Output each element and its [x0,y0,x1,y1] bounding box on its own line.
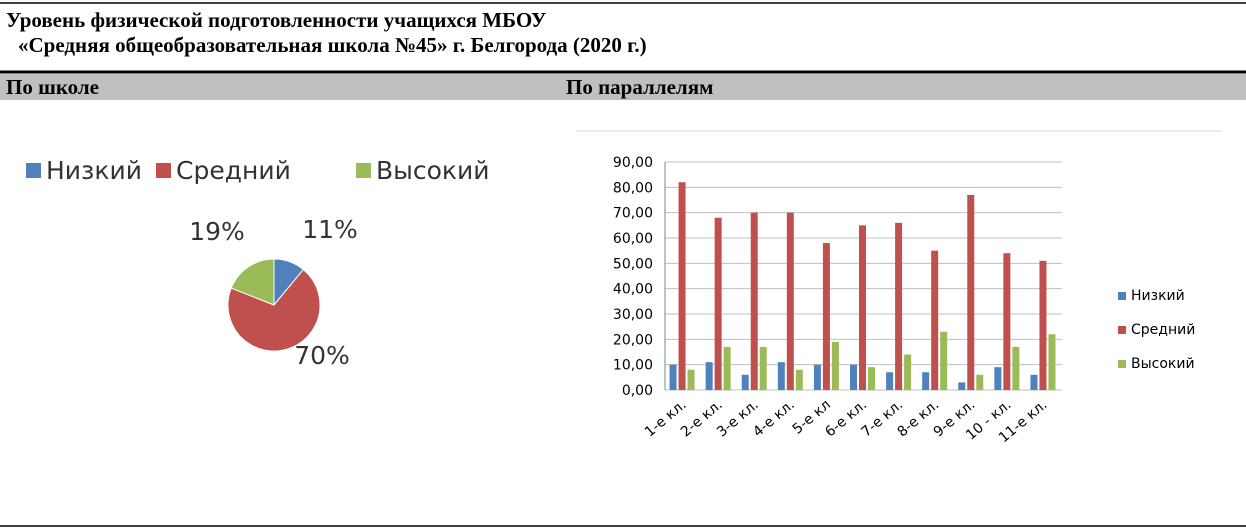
bar [895,222,903,390]
bar [759,346,767,390]
bar [1030,374,1038,390]
pie-slice [227,268,321,352]
bar [967,194,975,390]
legend-label: Высокий [376,156,490,185]
bar [1048,334,1056,390]
bar [750,212,758,390]
legend-label: Низкий [46,156,142,185]
data-label: 19% [189,217,245,246]
data-label: 11% [302,215,358,244]
bar [831,341,839,390]
y-tick-label: 90,00 [613,155,653,171]
y-tick-label: 20,00 [613,332,653,348]
bar [958,382,966,390]
title-line: «Средняя общеобразовательная школа №45» … [18,33,647,57]
data-label: 70% [294,341,350,370]
bar [886,372,894,390]
bar [705,362,713,390]
bar [868,367,875,390]
legend-swatch [1118,360,1126,368]
section-label: По параллелям [566,75,713,99]
bar [669,364,677,390]
bar [922,372,930,390]
y-tick-label: 0,00 [622,383,653,399]
legend-label: Средний [176,156,291,185]
bar [940,331,948,390]
bar [1003,253,1011,390]
y-tick-label: 40,00 [613,282,653,298]
title-line: Уровень физической подготовленности учащ… [6,8,546,32]
legend-swatch [26,163,41,178]
bar [777,362,785,390]
y-tick-label: 50,00 [613,256,653,272]
bar [859,225,866,390]
section-label: По школе [6,75,99,99]
bar [678,182,686,390]
legend-label: Низкий [1131,288,1185,304]
y-tick-label: 10,00 [613,358,653,374]
x-tick-label: 4-е кл. [750,397,798,441]
bar [687,369,695,390]
bar [822,243,830,390]
bar [931,250,939,390]
bar [786,212,794,390]
bar [741,374,749,390]
y-tick-label: 30,00 [613,307,653,323]
bar [1039,260,1047,390]
bar [795,369,803,390]
legend-label: Средний [1131,322,1195,338]
legend-swatch [1118,326,1126,334]
legend-swatch [156,163,171,178]
bar [1012,346,1020,390]
section-bar [0,74,1246,100]
y-tick-label: 70,00 [613,206,653,222]
y-tick-label: 80,00 [613,180,653,196]
bar [976,374,984,390]
bar [723,346,731,390]
bar [850,364,857,390]
legend-swatch [1118,292,1126,300]
pie-slice [230,258,275,306]
bar [714,217,722,390]
legend-swatch [356,163,371,178]
y-tick-label: 60,00 [613,231,653,247]
bar [994,367,1002,390]
legend-label: Высокий [1131,356,1195,372]
bar [904,354,912,390]
bar [813,364,821,390]
